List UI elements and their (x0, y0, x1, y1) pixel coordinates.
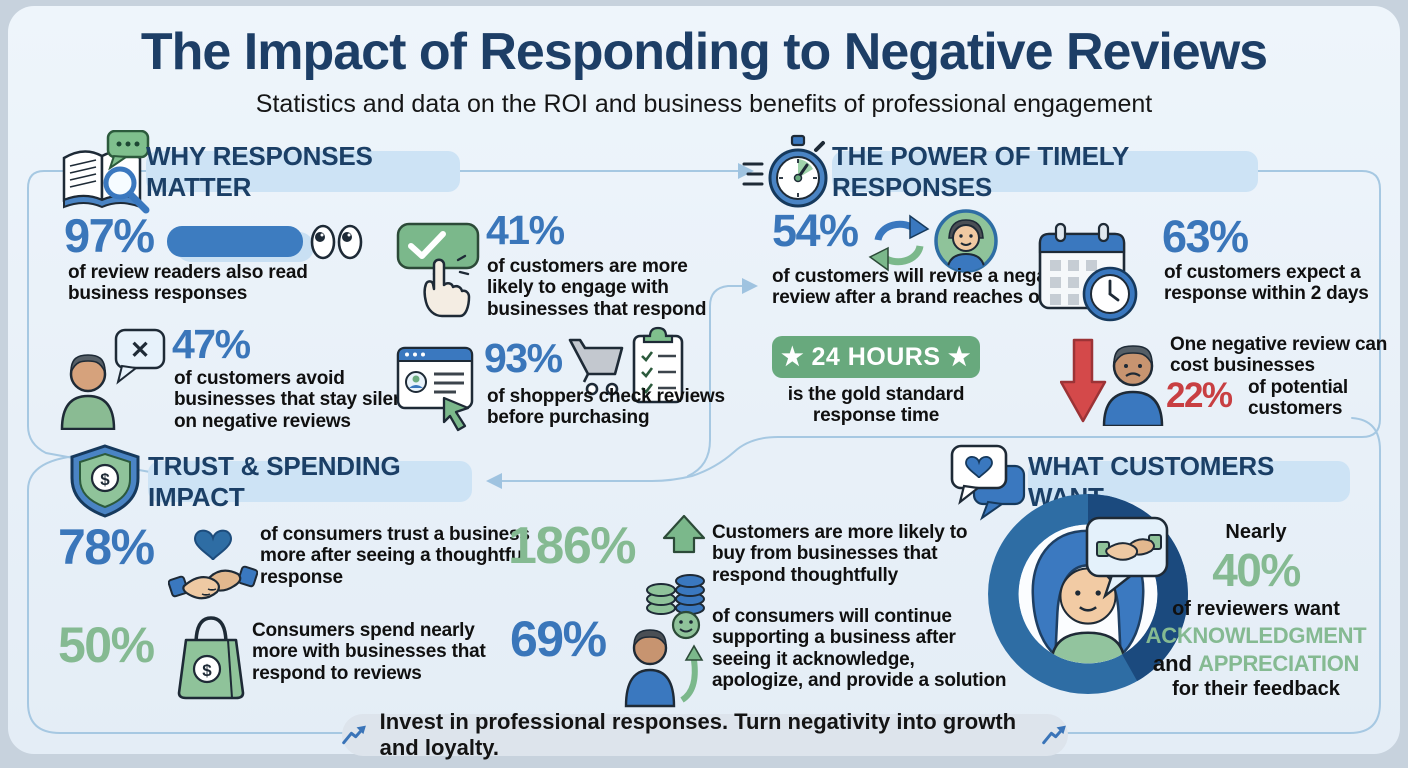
chat-heart-icon (950, 444, 1026, 521)
down-arrow-red-icon (1060, 338, 1107, 423)
trending-up-icon (1042, 725, 1067, 745)
stat-54-caption: of customers will revise a negative revi… (772, 266, 1079, 309)
footer-message: Invest in professional responses. Turn n… (379, 709, 1017, 760)
stat-97-caption: of review readers also read business res… (68, 262, 308, 305)
stat-69-caption: of consumers will continue supporting a … (712, 606, 1007, 692)
section-title-trust-spending: TRUST & SPENDING IMPACT (148, 451, 472, 512)
stat-22-suffix: of potential customers (1248, 377, 1348, 420)
svg-text:$: $ (100, 470, 110, 489)
want-acknowledgment: ACKNOWLEDGMENT (1145, 623, 1367, 648)
want-and-appreciation: and APPRECIATION (1140, 650, 1372, 678)
growth-coins-icon (646, 514, 706, 615)
want-appreciation: APPRECIATION (1198, 650, 1360, 676)
stopwatch-icon (742, 134, 828, 208)
stat-63-value: 63% (1162, 211, 1249, 262)
calendar-clock-icon (1038, 222, 1138, 322)
happy-customer-avatar-icon (934, 209, 998, 273)
want-nearly: Nearly (1225, 521, 1287, 543)
trending-up-icon (342, 725, 366, 745)
stat-50-caption: Consumers spend nearly more with busines… (252, 620, 486, 684)
stat-41-value: 41% (486, 207, 565, 253)
stat-93-caption: of shoppers check reviews before purchas… (487, 386, 725, 429)
svg-text:✕: ✕ (130, 337, 150, 364)
page-title: The Impact of Responding to Negative Rev… (140, 23, 1268, 81)
stat-41-caption: of customers are more likely to engage w… (487, 256, 707, 320)
progress-bar-97 (167, 226, 303, 257)
stat-186-value: 186% (508, 517, 637, 575)
silent-customer-icon: ✕ (60, 328, 166, 430)
review-page-icon (396, 346, 474, 432)
shield-dollar-icon: $ (70, 444, 140, 518)
stat-93-value: 93% (484, 335, 563, 381)
24-hours-badge: ★ 24 HOURS ★ (772, 336, 980, 378)
shopping-bag-icon: $ (177, 616, 245, 700)
footer-callout: Invest in professional responses. Turn n… (342, 709, 1068, 760)
refresh-arrows-icon (868, 214, 930, 272)
loyal-customer-icon (624, 610, 704, 708)
unhappy-customer-icon (1102, 345, 1164, 426)
checklist-icon (632, 326, 684, 404)
stat-69-value: 69% (510, 611, 607, 667)
stat-47-caption: of customers avoid businesses that stay … (174, 368, 411, 432)
24-hours-caption: is the gold standard response time (787, 384, 965, 427)
click-button-icon (396, 222, 480, 318)
stat-54-value: 54% (772, 205, 859, 256)
svg-text:$: $ (202, 661, 212, 680)
page-subtitle: Statistics and data on the ROI and busin… (255, 90, 1153, 118)
stat-97-value: 97% (64, 209, 155, 262)
stat-22-value: 22% (1166, 376, 1233, 415)
stat-63-caption: of customers expect a response within 2 … (1164, 262, 1369, 305)
stat-22-line1: One negative review can cost businesses (1170, 334, 1388, 377)
want-and: and (1152, 650, 1199, 676)
cart-icon (568, 338, 624, 396)
stat-40-value: 40% (1212, 544, 1301, 596)
eyes-icon (310, 224, 363, 260)
stat-78-value: 78% (58, 519, 155, 575)
stat-186-caption: Customers are more likely to buy from bu… (712, 522, 968, 586)
book-search-icon (62, 130, 150, 214)
stat-50-value: 50% (58, 617, 155, 673)
section-title-why-responses-matter: WHY RESPONSES MATTER (146, 141, 460, 202)
stat-47-value: 47% (172, 321, 251, 367)
what-customers-want-text: Nearly 40% of reviewers want ACKNOWLEDGM… (1140, 520, 1372, 702)
handshake-bubble-icon (1085, 516, 1169, 600)
handshake-heart-icon (168, 529, 258, 600)
stat-78-caption: of consumers trust a business more after… (260, 524, 530, 588)
want-line2: for their feedback (1172, 678, 1340, 700)
want-line1: of reviewers want (1172, 598, 1340, 620)
section-title-timely-responses: THE POWER OF TIMELY RESPONSES (832, 141, 1258, 202)
